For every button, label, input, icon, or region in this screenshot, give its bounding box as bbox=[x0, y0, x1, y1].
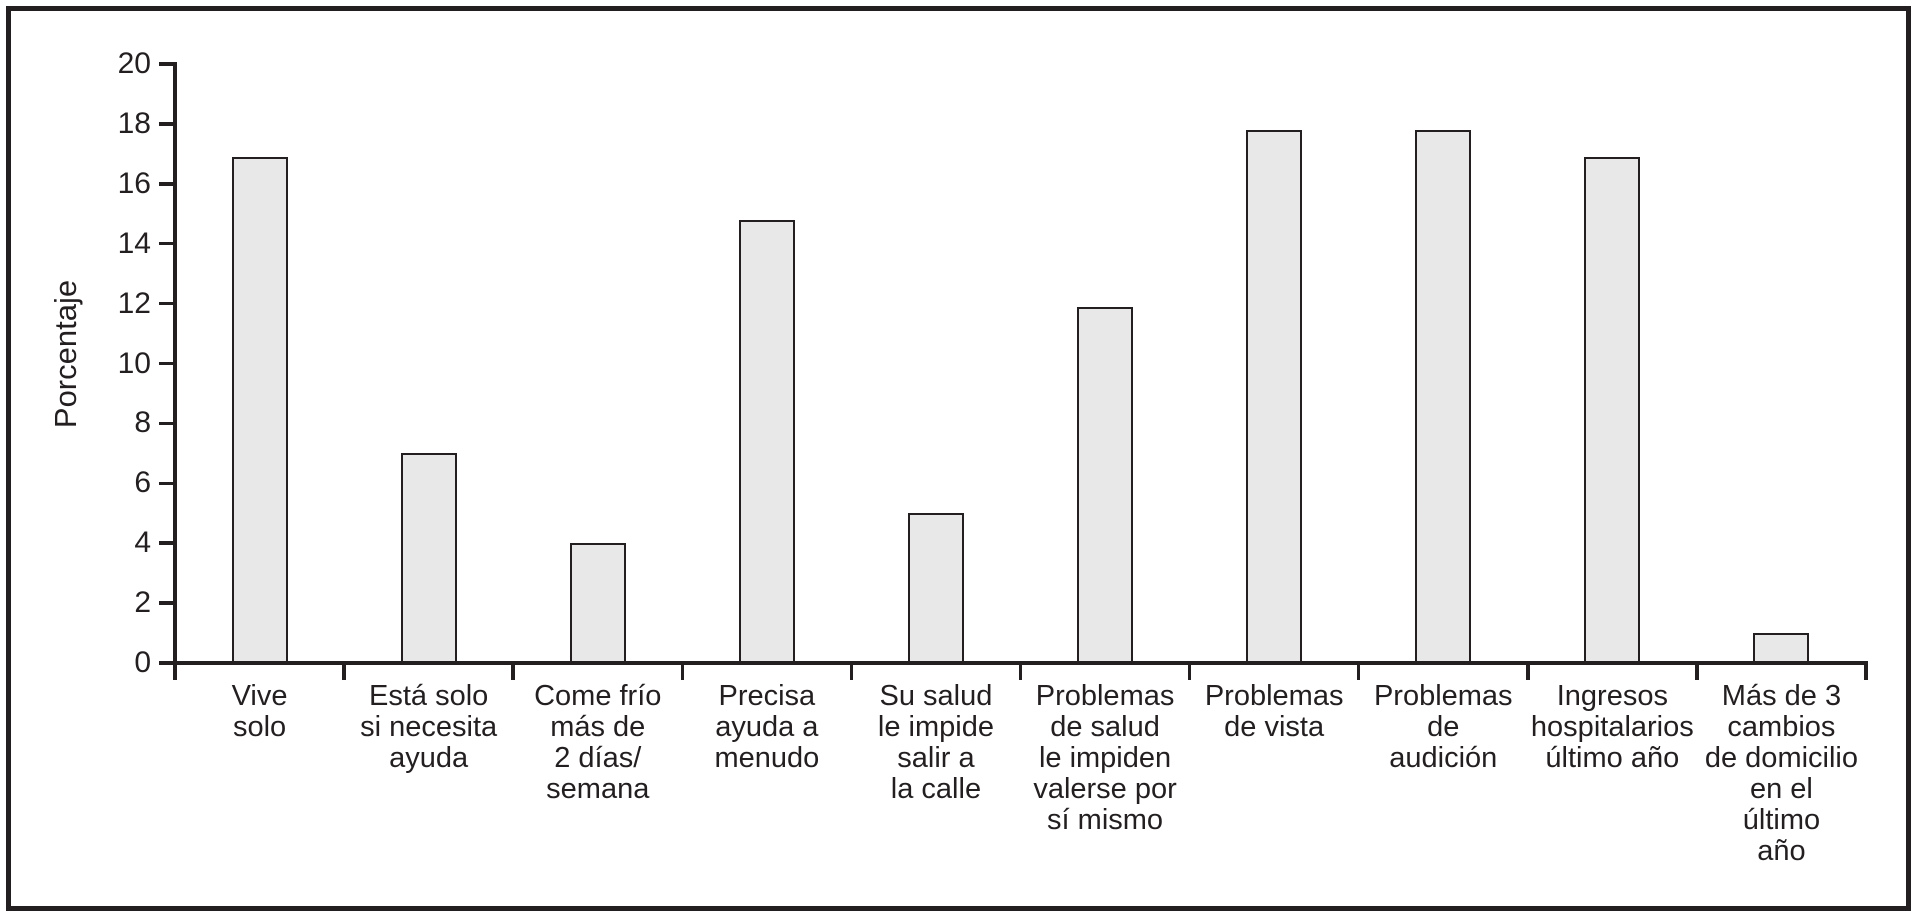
y-tick-label: 2 bbox=[134, 586, 151, 620]
x-category-label: Come frío más de 2 días/semana bbox=[534, 681, 661, 805]
x-category-label-line: Está solo bbox=[368, 680, 489, 712]
x-tick bbox=[1018, 663, 1023, 680]
y-tick-label: 10 bbox=[117, 346, 151, 380]
bar bbox=[569, 543, 626, 663]
x-category-label: Problemas de audición bbox=[1374, 681, 1513, 774]
x-category-label-line: le impiden bbox=[1038, 742, 1172, 774]
x-category-label: Precisa ayuda a menudo bbox=[714, 681, 819, 774]
x-tick bbox=[849, 663, 854, 680]
x-category-label-line: Precisa bbox=[718, 680, 816, 712]
x-category-label-line: audición bbox=[1389, 742, 1498, 774]
x-category-label-line: hospitalarios bbox=[1530, 711, 1694, 743]
x-category-label-line: último año bbox=[1545, 742, 1680, 774]
bar bbox=[231, 156, 288, 663]
y-tick bbox=[159, 541, 175, 545]
y-tick-label: 8 bbox=[134, 406, 151, 440]
x-category-label-line: ayuda bbox=[389, 742, 469, 774]
x-category-label-line: Más de 3 bbox=[1721, 680, 1842, 712]
x-category-label: Ingresos hospitalarios último año bbox=[1531, 681, 1694, 774]
x-tick bbox=[1526, 663, 1530, 680]
bar bbox=[1077, 306, 1134, 663]
x-category-label-line: Vive bbox=[231, 680, 288, 712]
y-tick-label: 12 bbox=[117, 286, 151, 320]
bar bbox=[738, 219, 795, 663]
x-category-label-line: salir a bbox=[897, 742, 975, 774]
bar bbox=[1753, 633, 1810, 663]
y-tick bbox=[159, 481, 175, 486]
x-category-label-line: menudo bbox=[714, 742, 820, 774]
x-category-label-line: Su salud bbox=[879, 680, 993, 712]
x-category-label-line: año bbox=[1757, 835, 1806, 867]
bar bbox=[1415, 129, 1472, 663]
x-category-label-line: de domicilio bbox=[1704, 742, 1859, 774]
x-category-label-line: de salud bbox=[1050, 711, 1160, 743]
x-category-label-line: en el bbox=[1749, 773, 1813, 805]
x-category-label-line: 2 días/ bbox=[554, 742, 642, 774]
y-tick-label: 6 bbox=[134, 466, 151, 500]
x-category-label: Su salud le impide salir a la calle bbox=[878, 681, 994, 805]
bar bbox=[400, 453, 457, 663]
x-tick bbox=[1187, 663, 1192, 680]
x-category-label: Más de 3 cambios de domicilio en el último añ… bbox=[1705, 681, 1858, 867]
x-category-label-line: más de bbox=[550, 711, 646, 743]
y-tick bbox=[159, 421, 175, 426]
x-category-label: Vive solo bbox=[232, 681, 288, 743]
x-category-label: Problemas de salud le impiden valerse por sí… bbox=[1033, 681, 1176, 836]
y-tick bbox=[159, 361, 175, 366]
y-tick bbox=[159, 661, 175, 665]
x-category-label: Está solo si necesita ayuda bbox=[360, 681, 497, 774]
bar bbox=[1246, 129, 1303, 663]
y-tick-label: 18 bbox=[117, 106, 151, 140]
y-tick bbox=[159, 62, 175, 66]
x-category-label-line: de vista bbox=[1224, 711, 1325, 743]
x-tick bbox=[342, 663, 346, 680]
y-tick bbox=[159, 601, 175, 605]
y-axis-line bbox=[173, 62, 177, 680]
x-tick bbox=[1864, 663, 1868, 680]
x-category-label-line: la calle bbox=[890, 773, 982, 805]
x-category-label-line: Ingresos bbox=[1556, 680, 1668, 712]
y-tick-label: 4 bbox=[134, 526, 151, 560]
x-category-label-line: solo bbox=[232, 711, 287, 743]
x-category-label-line: último bbox=[1742, 804, 1821, 836]
y-tick bbox=[159, 122, 175, 126]
x-category-label-line: sí mismo bbox=[1047, 804, 1164, 836]
y-tick bbox=[159, 301, 175, 306]
x-category-label-line: si necesita bbox=[360, 711, 498, 743]
x-tick bbox=[511, 663, 515, 680]
x-category-label-line: valerse por bbox=[1033, 773, 1177, 805]
y-tick-label: 16 bbox=[117, 166, 151, 200]
x-category-label: Problemas de vista bbox=[1205, 681, 1344, 743]
x-category-label-line: Problemas bbox=[1204, 680, 1344, 712]
y-tick-label: 0 bbox=[134, 646, 151, 679]
x-category-label-line: Problemas bbox=[1373, 680, 1513, 712]
x-category-label-line: cambios bbox=[1727, 711, 1836, 743]
x-category-label-line: Problemas bbox=[1035, 680, 1175, 712]
y-tick bbox=[159, 182, 175, 186]
bar bbox=[1584, 156, 1641, 663]
bar bbox=[907, 513, 964, 663]
y-tick bbox=[159, 241, 175, 246]
x-tick bbox=[1356, 663, 1361, 680]
y-tick-label: 20 bbox=[117, 47, 151, 80]
x-category-label-line: de bbox=[1427, 711, 1460, 743]
y-tick-label: 14 bbox=[117, 226, 151, 260]
x-tick bbox=[173, 663, 177, 680]
x-tick bbox=[680, 663, 685, 680]
x-category-label-line: le impide bbox=[877, 711, 994, 743]
x-category-label-line: semana bbox=[546, 773, 650, 805]
x-category-label-line: Come frío bbox=[534, 680, 662, 712]
x-category-label-line: ayuda a bbox=[715, 711, 819, 743]
x-tick bbox=[1695, 663, 1699, 680]
